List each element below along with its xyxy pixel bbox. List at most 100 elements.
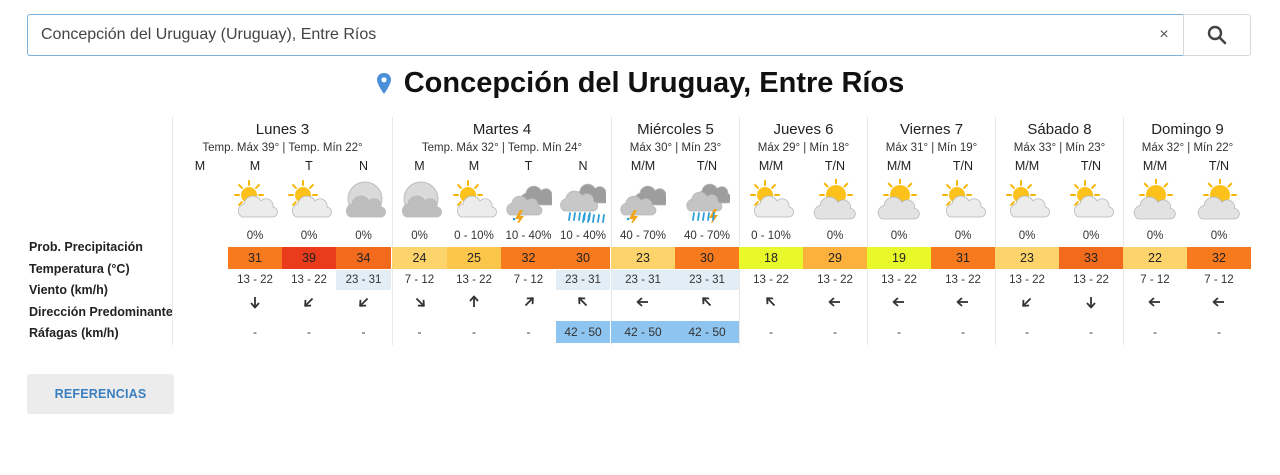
temperature-cell: 34 <box>336 247 391 269</box>
wind-direction-down-arrow-icon <box>1059 295 1123 313</box>
period-label: M <box>249 159 261 173</box>
gust-cell: - <box>253 325 257 339</box>
period-label: M/M <box>630 159 656 173</box>
cloudy-night-icon <box>345 181 386 218</box>
day-name: Lunes 3 <box>255 121 310 138</box>
period-label: M <box>468 159 480 173</box>
period-column: N 0% 34 23 - 31 - <box>336 117 391 345</box>
period-label: T/N <box>1208 159 1230 173</box>
page-title-row: Concepción del Uruguay, Entre Ríos <box>0 67 1280 100</box>
precip-probability: 0% <box>411 230 428 242</box>
wind-direction-left-arrow-icon <box>867 295 931 313</box>
wind-cell: 7 - 12 <box>513 274 544 286</box>
gust-cell: - <box>1089 325 1093 339</box>
sunny-cloud-icon <box>1133 179 1176 220</box>
wind-direction-down-right-arrow-icon <box>392 295 447 313</box>
wind-direction-left-arrow-icon <box>611 295 675 313</box>
gust-cell <box>172 321 228 343</box>
wind-cell: 13 - 22 <box>1073 274 1109 286</box>
period-label: T/N <box>696 159 718 173</box>
precip-probability: 0 - 10% <box>751 230 791 242</box>
day-temp-range: Máx 32° | Mín 22° <box>1141 142 1234 154</box>
wind-cell: 13 - 22 <box>237 274 273 286</box>
row-label-temperature: Temperatura (°C) <box>29 262 130 276</box>
precip-probability: 40 - 70% <box>619 230 667 242</box>
wind-direction-down-left-arrow-icon <box>282 295 336 313</box>
day-column: Jueves 6 Máx 29° | Mín 18° <box>739 117 867 345</box>
period-label: M/M <box>1014 159 1040 173</box>
wind-direction-left-arrow-icon <box>1123 295 1187 313</box>
gust-cell: - <box>307 325 311 339</box>
precip-probability: 0% <box>1018 230 1036 242</box>
temperature-cell: 23 <box>611 247 675 269</box>
day-column: Miércoles 5 Máx 30° | Mín 23° <box>611 117 739 345</box>
precip-probability: 0% <box>300 230 318 242</box>
precip-probability: 10 - 40% <box>505 230 552 242</box>
period-label: N <box>358 159 369 173</box>
period-column: M <box>172 117 228 345</box>
search-button[interactable] <box>1183 14 1251 56</box>
precip-probability: 0% <box>1146 230 1164 242</box>
period-column: T 10 - 40% 32 7 - 12 - <box>501 117 556 345</box>
wind-cell: 23 - 31 <box>556 270 610 290</box>
day-temp-range: Máx 33° | Mín 23° <box>1013 142 1106 154</box>
gust-cell: - <box>472 325 476 339</box>
day-column: Domingo 9 Máx 32° | Mín 22° <box>1123 117 1251 345</box>
wind-cell: 7 - 12 <box>404 274 435 286</box>
day-temp-range: Temp. Máx 32° | Temp. Mín 24° <box>421 142 583 154</box>
sunny-cloud-icon <box>813 179 856 220</box>
temperature-cell: 31 <box>931 247 995 269</box>
period-label: M/M <box>886 159 912 173</box>
wind-direction-up-arrow-icon <box>447 295 501 313</box>
search-input[interactable] <box>27 14 1183 56</box>
temperature-cell: 39 <box>282 247 336 269</box>
period-label: N <box>578 159 588 173</box>
period-label: T <box>524 159 533 173</box>
wind-direction-down-arrow-icon <box>228 295 282 313</box>
gust-cell: - <box>361 325 366 339</box>
wind-cell: 13 - 22 <box>291 274 327 286</box>
referencias-button[interactable]: REFERENCIAS <box>27 374 174 414</box>
day-column: Viernes 7 Máx 31° | Mín 19° <box>867 117 995 345</box>
period-column: N 10 - 40% 30 23 - 31 42 - 50 <box>556 117 610 345</box>
gust-cell: 42 - 50 <box>675 321 739 343</box>
temperature-cell: 32 <box>1187 247 1251 269</box>
precip-probability: 0% <box>826 230 844 242</box>
period-column: M/M 0% 22 7 - 12 - <box>1123 117 1187 345</box>
period-label: T/N <box>952 159 974 173</box>
wind-direction-left-arrow-icon <box>1187 295 1251 313</box>
row-label-gusts: Ráfagas (km/h) <box>29 326 119 340</box>
period-column: M/M 40 - 70% 23 23 - 31 42 - 50 <box>611 117 675 345</box>
period-label: M <box>194 159 206 173</box>
gust-cell: - <box>1025 325 1029 339</box>
row-label-precipitation: Prob. Precipitación <box>29 240 143 254</box>
gust-cell: 42 - 50 <box>611 321 675 343</box>
wind-direction-down-left-arrow-icon <box>336 295 391 313</box>
temperature-cell: 30 <box>556 247 610 269</box>
gust-cell: - <box>897 325 901 339</box>
wind-direction-down-left-arrow-icon <box>995 295 1059 313</box>
wind-cell: 13 - 22 <box>881 274 917 286</box>
precip-probability: 0% <box>890 230 908 242</box>
precip-probability: 0 - 10% <box>454 230 494 242</box>
wind-direction-up-left-arrow-icon <box>675 295 739 313</box>
day-temp-range: Máx 30° | Mín 23° <box>629 142 722 154</box>
clear-search-button[interactable]: × <box>1159 26 1169 43</box>
period-label: T/N <box>824 159 846 173</box>
partly-cloudy-day-icon <box>1070 180 1114 218</box>
period-column: M 0% 24 7 - 12 - <box>392 117 447 345</box>
partly-cloudy-day-icon <box>1006 180 1050 218</box>
period-column: T 0% 39 13 - 22 - <box>282 117 336 345</box>
partly-cloudy-day-icon <box>942 180 986 218</box>
day-name: Viernes 7 <box>899 121 964 138</box>
wind-cell: 7 - 12 <box>1140 274 1170 286</box>
temperature-cell: 22 <box>1123 247 1187 269</box>
day-temp-range: Temp. Máx 39° | Temp. Mín 22° <box>202 142 363 154</box>
period-label: T <box>305 159 313 173</box>
wind-cell: 23 - 31 <box>611 270 675 290</box>
day-column: Lunes 3 Temp. Máx 39° | Temp. Mín 22° <box>172 117 392 345</box>
period-column: M/M 0% 23 13 - 22 - <box>995 117 1059 345</box>
wind-direction-up-left-arrow-icon <box>739 295 803 313</box>
period-column: M 0 - 10% 25 13 - 22 - <box>447 117 501 345</box>
period-label: T/N <box>1080 159 1102 173</box>
